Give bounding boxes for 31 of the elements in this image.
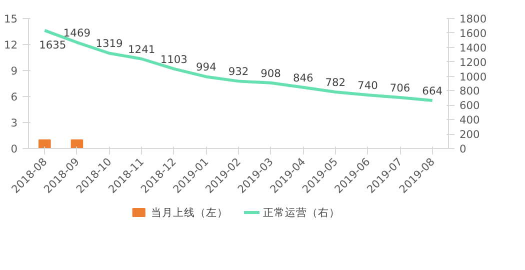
data-label: 1103 bbox=[160, 52, 188, 66]
data-label: 664 bbox=[422, 84, 443, 98]
data-label: 908 bbox=[260, 66, 282, 80]
y2-tick-label: 0 bbox=[460, 142, 466, 156]
data-label: 932 bbox=[228, 65, 249, 78]
y2-tick-label: 1000 bbox=[460, 70, 487, 84]
y2-tick-label: 1800 bbox=[460, 12, 487, 26]
y-tick-label: 6 bbox=[10, 90, 18, 104]
y2-tick-label: 800 bbox=[460, 84, 480, 98]
data-label: 740 bbox=[358, 79, 378, 92]
data-label: 1635 bbox=[39, 38, 66, 52]
legend-label: 当月上线（左） bbox=[150, 206, 228, 219]
y-tick-label: 3 bbox=[10, 116, 18, 130]
data-label: 1241 bbox=[128, 42, 156, 56]
y2-tick-label: 1600 bbox=[460, 26, 487, 40]
data-label: 846 bbox=[292, 71, 314, 84]
y-tick-label: 9 bbox=[10, 64, 18, 78]
y-tick-label: 0 bbox=[10, 142, 18, 156]
y2-tick-label: 600 bbox=[460, 99, 480, 112]
data-label: 1319 bbox=[96, 37, 124, 50]
data-label: 994 bbox=[196, 60, 217, 74]
data-label: 706 bbox=[390, 82, 410, 95]
y-tick-label: 12 bbox=[4, 38, 18, 52]
y2-tick-label: 1200 bbox=[460, 56, 487, 69]
data-label: 1469 bbox=[63, 26, 91, 40]
y2-tick-label: 200 bbox=[460, 128, 480, 142]
legend-label: 正常运营（右） bbox=[262, 206, 340, 219]
y2-tick-label: 400 bbox=[460, 114, 480, 127]
data-label: 782 bbox=[325, 76, 346, 90]
y2-tick-label: 1400 bbox=[460, 41, 487, 54]
y-tick-label: 15 bbox=[4, 12, 18, 26]
